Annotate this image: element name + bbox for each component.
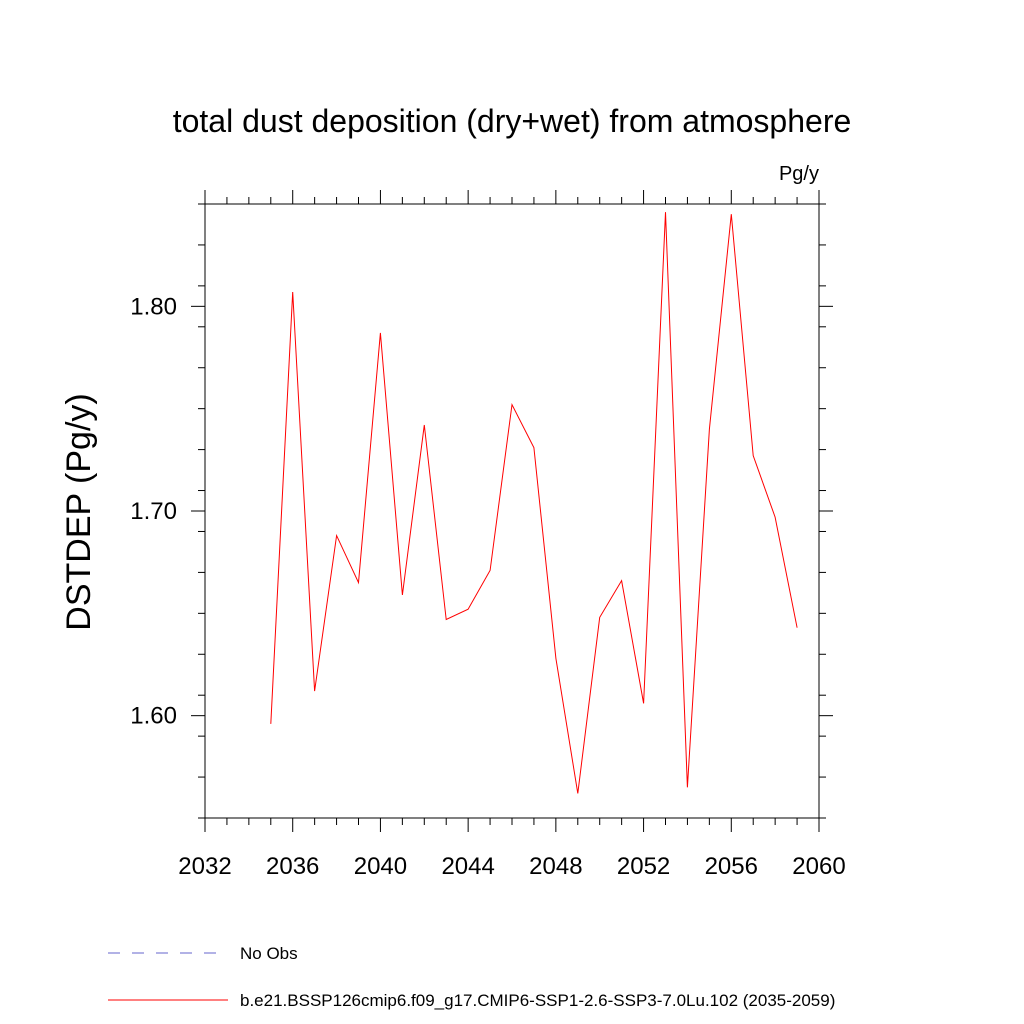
units-label: Pg/y <box>779 163 819 185</box>
legend: No Obs b.e21.BSSP126cmip6.f09_g17.CMIP6-… <box>108 944 835 1010</box>
x-tick-label: 2048 <box>529 853 582 880</box>
x-tick-label: 2040 <box>354 853 407 880</box>
x-tick-label: 2036 <box>266 853 319 880</box>
y-tick-label: 1.70 <box>130 498 177 525</box>
series-layer <box>270 212 798 794</box>
series-line <box>270 212 798 794</box>
y-axis-label: DSTDEP (Pg/y) <box>60 393 98 630</box>
chart-title: total dust deposition (dry+wet) from atm… <box>173 103 852 139</box>
x-tick-label: 2052 <box>617 853 670 880</box>
x-tick-label: 2060 <box>792 853 845 880</box>
legend-label-series: b.e21.BSSP126cmip6.f09_g17.CMIP6-SSP1-2.… <box>240 991 835 1010</box>
x-tick-label: 2032 <box>178 853 231 880</box>
x-tick-label: 2044 <box>441 853 494 880</box>
plot-frame <box>204 203 820 819</box>
y-tick-label: 1.80 <box>130 293 177 320</box>
legend-label-no-obs: No Obs <box>240 944 298 963</box>
x-tick-label: 2056 <box>705 853 758 880</box>
axis-ticks: 2032 2036 2040 2044 2048 2052 2056 2060 1.60 1.70… <box>130 190 846 880</box>
y-tick-label: 1.60 <box>130 703 177 730</box>
